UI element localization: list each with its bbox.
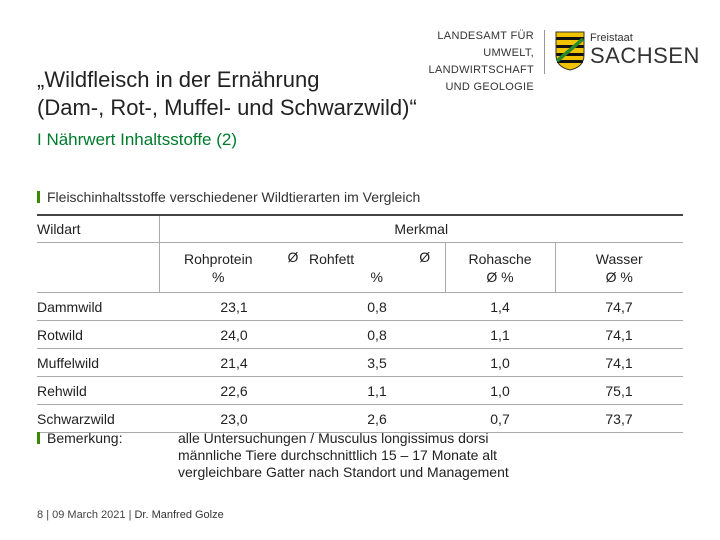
cell-rohprotein: 23,1 [159, 292, 309, 321]
cell-rohasche: 1,0 [445, 348, 555, 377]
footer-separator: | [128, 509, 135, 521]
cell-rohfett: 1,1 [309, 376, 445, 405]
cell-rohfett: 0,8 [309, 292, 445, 321]
sachsen-wordmark: Freistaat SACHSEN [590, 32, 700, 67]
freistaat-label: Freistaat [590, 32, 633, 44]
section-heading-text: Fleischinhaltsstoffe verschiedener Wildt… [47, 189, 421, 205]
subheader-rohfett-avg: Ø [405, 242, 445, 293]
title-line-2: (Dam-, Rot-, Muffel- und Schwarzwild)“ [37, 95, 417, 120]
subheader-empty-cell [37, 242, 159, 293]
table-row: Dammwild 23,1 0,8 1,4 74,7 [37, 292, 683, 321]
cell-wasser: 74,7 [555, 292, 683, 321]
table-row: Rotwild 24,0 0,8 1,1 74,1 [37, 320, 683, 349]
note-text: alle Untersuchungen / Musculus longissim… [178, 430, 578, 481]
bullet-bar-icon [37, 432, 40, 444]
footer-separator: | [46, 509, 53, 521]
cell-rohfett: 3,5 [309, 348, 445, 377]
footer-author: Dr. Manfred Golze [134, 509, 224, 521]
subheader-rohprotein-avg: Ø [277, 242, 309, 293]
table-row: Muffelwild 21,4 3,5 1,0 74,1 [37, 348, 683, 377]
cell-rohfett: 2,6 [309, 404, 445, 433]
cell-rohasche: 1,4 [445, 292, 555, 321]
row-wildart: Schwarzwild [37, 404, 159, 433]
table-row: Schwarzwild 23,0 2,6 0,7 73,7 [37, 404, 683, 433]
footer-date: 09 March 2021 [52, 509, 126, 521]
saxony-coat-of-arms-icon [555, 31, 585, 71]
note-line-3: vergleichbare Gatter nach Standort und M… [178, 464, 509, 480]
cell-rohprotein: 21,4 [159, 348, 309, 377]
slide-subtitle: I Nährwert Inhaltsstoffe (2) [37, 130, 237, 149]
row-wildart: Rotwild [37, 320, 159, 349]
nutrient-table: Wildart Merkmal Rohprotein % Ø Rohfett %… [37, 214, 683, 433]
subheader-rohfett-label: Rohfett [309, 250, 355, 267]
subheader-rohprotein-unit: % [212, 268, 225, 285]
subheader-wasser-label: Wasser [595, 250, 643, 267]
note-label: Bemerkung: [37, 430, 122, 446]
page-number: 8 [37, 509, 44, 521]
lfulg-line-3: UND GEOLOGIE [445, 81, 534, 93]
subheader-rohprotein: Rohprotein % [158, 242, 277, 293]
cell-rohasche: 1,0 [445, 376, 555, 405]
table-subheader-row: Rohprotein % Ø Rohfett % Ø Rohasche Ø % … [37, 242, 683, 293]
bullet-bar-icon [37, 191, 40, 203]
lfulg-logo-text: LANDESAMT FÜR UMWELT, LANDWIRTSCHAFT UND… [398, 28, 534, 96]
table-header-row: Wildart Merkmal [37, 214, 683, 243]
section-heading: Fleischinhaltsstoffe verschiedener Wildt… [37, 189, 420, 205]
subheader-wasser-unit: Ø % [605, 268, 633, 285]
subheader-rohasche-unit: Ø % [486, 268, 514, 285]
subheader-rohfett: Rohfett % [309, 242, 405, 293]
cell-wasser: 73,7 [555, 404, 683, 433]
sachsen-label: SACHSEN [590, 43, 700, 68]
title-line-1: „Wildfleisch in der Ernährung [37, 67, 320, 92]
lfulg-line-2: LANDWIRTSCHAFT [428, 64, 534, 76]
lfulg-line-1: LANDESAMT FÜR UMWELT, [437, 30, 534, 59]
subheader-rohasche: Rohasche Ø % [444, 242, 555, 293]
cell-rohasche: 1,1 [445, 320, 555, 349]
subheader-wasser: Wasser Ø % [554, 242, 683, 293]
cell-wasser: 75,1 [555, 376, 683, 405]
row-wildart: Muffelwild [37, 348, 159, 377]
cell-wasser: 74,1 [555, 320, 683, 349]
note-line-1: alle Untersuchungen / Musculus longissim… [178, 430, 489, 446]
cell-rohfett: 0,8 [309, 320, 445, 349]
cell-rohprotein: 22,6 [159, 376, 309, 405]
col-header-merkmal: Merkmal [158, 214, 683, 243]
header-logos: LANDESAMT FÜR UMWELT, LANDWIRTSCHAFT UND… [398, 28, 700, 93]
slide-title: „Wildfleisch in der Ernährung (Dam-, Rot… [37, 66, 457, 122]
cell-rohprotein: 24,0 [159, 320, 309, 349]
slide-footer: 8 | 09 March 2021 | Dr. Manfred Golze [37, 509, 224, 521]
note-line-2: männliche Tiere durchschnittlich 15 – 17… [178, 447, 498, 463]
row-wildart: Rehwild [37, 376, 159, 405]
subheader-rohprotein-label: Rohprotein [184, 250, 253, 267]
table-row: Rehwild 22,6 1,1 1,0 75,1 [37, 376, 683, 405]
cell-rohprotein: 23,0 [159, 404, 309, 433]
cell-wasser: 74,1 [555, 348, 683, 377]
logo-divider [544, 30, 545, 74]
col-header-wildart: Wildart [37, 214, 159, 243]
cell-rohasche: 0,7 [445, 404, 555, 433]
subheader-rohfett-unit: % [370, 268, 383, 285]
note-label-text: Bemerkung: [47, 430, 123, 446]
subheader-rohasche-label: Rohasche [468, 250, 532, 267]
row-wildart: Dammwild [37, 292, 159, 321]
